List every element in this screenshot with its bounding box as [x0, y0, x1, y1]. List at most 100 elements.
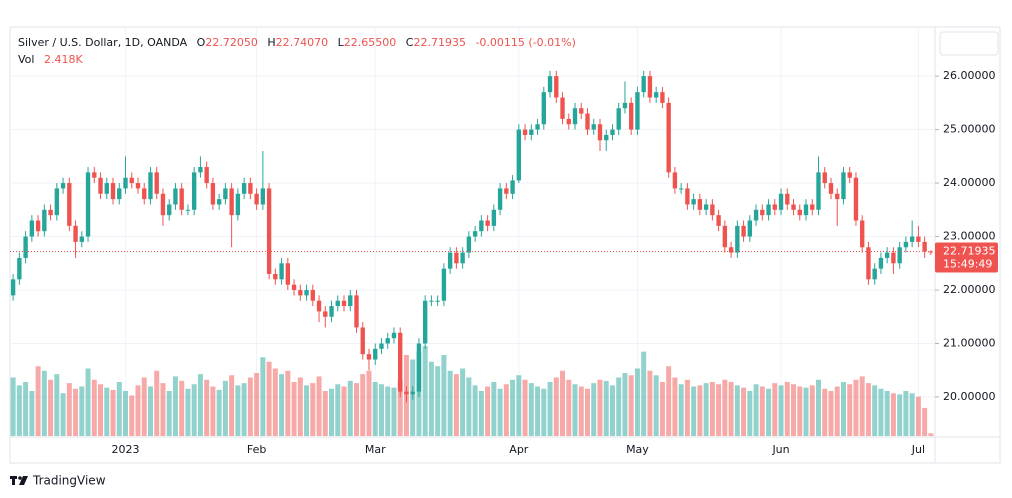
candle-body: [828, 183, 834, 194]
volume-bar: [204, 379, 210, 436]
volume-bar: [541, 388, 547, 436]
volume-bar: [453, 374, 459, 436]
candle-body: [379, 343, 384, 349]
candle-body: [185, 209, 191, 211]
candle-body: [660, 92, 665, 103]
volume-bar: [91, 379, 97, 436]
candle-body: [504, 188, 509, 194]
candle-body: [429, 300, 434, 302]
candle-body: [191, 172, 197, 210]
volume-bar: [210, 386, 216, 436]
candle-body: [597, 124, 603, 141]
volume-bar: [572, 384, 578, 436]
volume-bar: [865, 383, 871, 436]
candle-body: [672, 172, 678, 189]
volume-bar: [66, 383, 72, 436]
x-tick-label: Apr: [509, 443, 529, 456]
volume-bar: [897, 394, 903, 436]
candle-body: [98, 177, 103, 194]
volume-bar: [816, 379, 821, 436]
volume-bar: [322, 391, 328, 436]
candle-body: [785, 193, 790, 205]
volume-bar: [135, 385, 141, 436]
x-tick-label: Jul: [911, 443, 925, 456]
candle-body: [853, 177, 859, 221]
volume-bar: [191, 384, 197, 436]
candle-body: [585, 113, 590, 130]
volume-bar: [653, 375, 659, 436]
candle-body: [123, 177, 128, 189]
candle-body: [716, 215, 721, 226]
candle-body: [566, 118, 571, 125]
candle-body: [866, 247, 871, 280]
candle-body: [241, 183, 247, 194]
symbol: Silver / U.S. Dollar, 1D, OANDA: [18, 36, 188, 49]
volume-bar: [16, 385, 22, 436]
candle-body: [803, 204, 809, 216]
candle-body: [160, 193, 166, 216]
settings-box[interactable]: [939, 31, 999, 56]
candle-body: [167, 204, 172, 216]
candle-body: [722, 225, 728, 248]
volume-bar: [553, 377, 559, 436]
legend-header: Silver / U.S. Dollar, 1D, OANDA O22.7205…: [18, 36, 576, 66]
low-label: L: [338, 36, 345, 49]
candle-body: [48, 209, 53, 216]
candle-body: [454, 252, 459, 264]
y-tick-label: 24.00000: [943, 176, 996, 189]
candle-body: [404, 391, 409, 395]
volume-bar: [60, 393, 66, 436]
brand-name: TradingView: [32, 474, 106, 488]
candle-body: [460, 252, 465, 264]
candle-body: [85, 172, 91, 237]
volume-bar: [360, 374, 366, 436]
volume-bar: [684, 379, 690, 436]
candle-body: [903, 241, 909, 248]
volume-bar: [435, 366, 441, 436]
volume-bar: [803, 387, 809, 436]
volume-bar: [397, 379, 403, 436]
volume-bar: [366, 370, 372, 436]
volume-bar: [728, 382, 734, 436]
candle-body: [872, 268, 877, 280]
volume-bar: [535, 386, 541, 436]
candle-body: [491, 209, 497, 226]
countdown-label: 15:49:49: [943, 258, 992, 271]
volume-bar: [85, 368, 91, 436]
candle-body: [497, 188, 503, 210]
candle-body: [529, 129, 534, 135]
volume-bar: [185, 388, 191, 436]
volume-bar: [753, 384, 759, 436]
candle-body: [354, 295, 359, 328]
x-tick-label: May: [626, 443, 649, 456]
candle-body: [591, 124, 596, 130]
candle-body: [310, 290, 315, 301]
volume-bar: [547, 382, 553, 436]
y-tick-label: 26.00000: [943, 69, 996, 82]
change-value: -0.00115 (-0.01%): [475, 36, 575, 49]
volume-bar: [378, 384, 384, 436]
y-tick-label: 23.00000: [943, 230, 996, 243]
candle-body: [479, 220, 484, 232]
volume-bar: [709, 382, 715, 436]
candle-body: [441, 268, 447, 301]
volume-bar: [428, 361, 434, 436]
candle-body: [210, 183, 216, 205]
candle-body: [753, 209, 759, 221]
volume-bar: [603, 380, 609, 436]
volume-bar: [329, 388, 335, 436]
logo-part: [19, 476, 28, 485]
volume-bar: [354, 383, 359, 436]
candle-body: [697, 199, 703, 210]
candle-body: [348, 295, 353, 307]
volume-bar: [716, 384, 722, 436]
volume-bar: [116, 382, 122, 436]
brand-logo: TradingView: [10, 474, 106, 488]
volume-bar: [928, 433, 934, 436]
volume-bar: [853, 379, 859, 436]
volume-bar: [497, 388, 503, 436]
volume-bar: [666, 366, 672, 436]
candle-body: [117, 188, 122, 200]
volume-bar: [335, 384, 341, 436]
last-price-label: 22.71935: [943, 245, 996, 258]
